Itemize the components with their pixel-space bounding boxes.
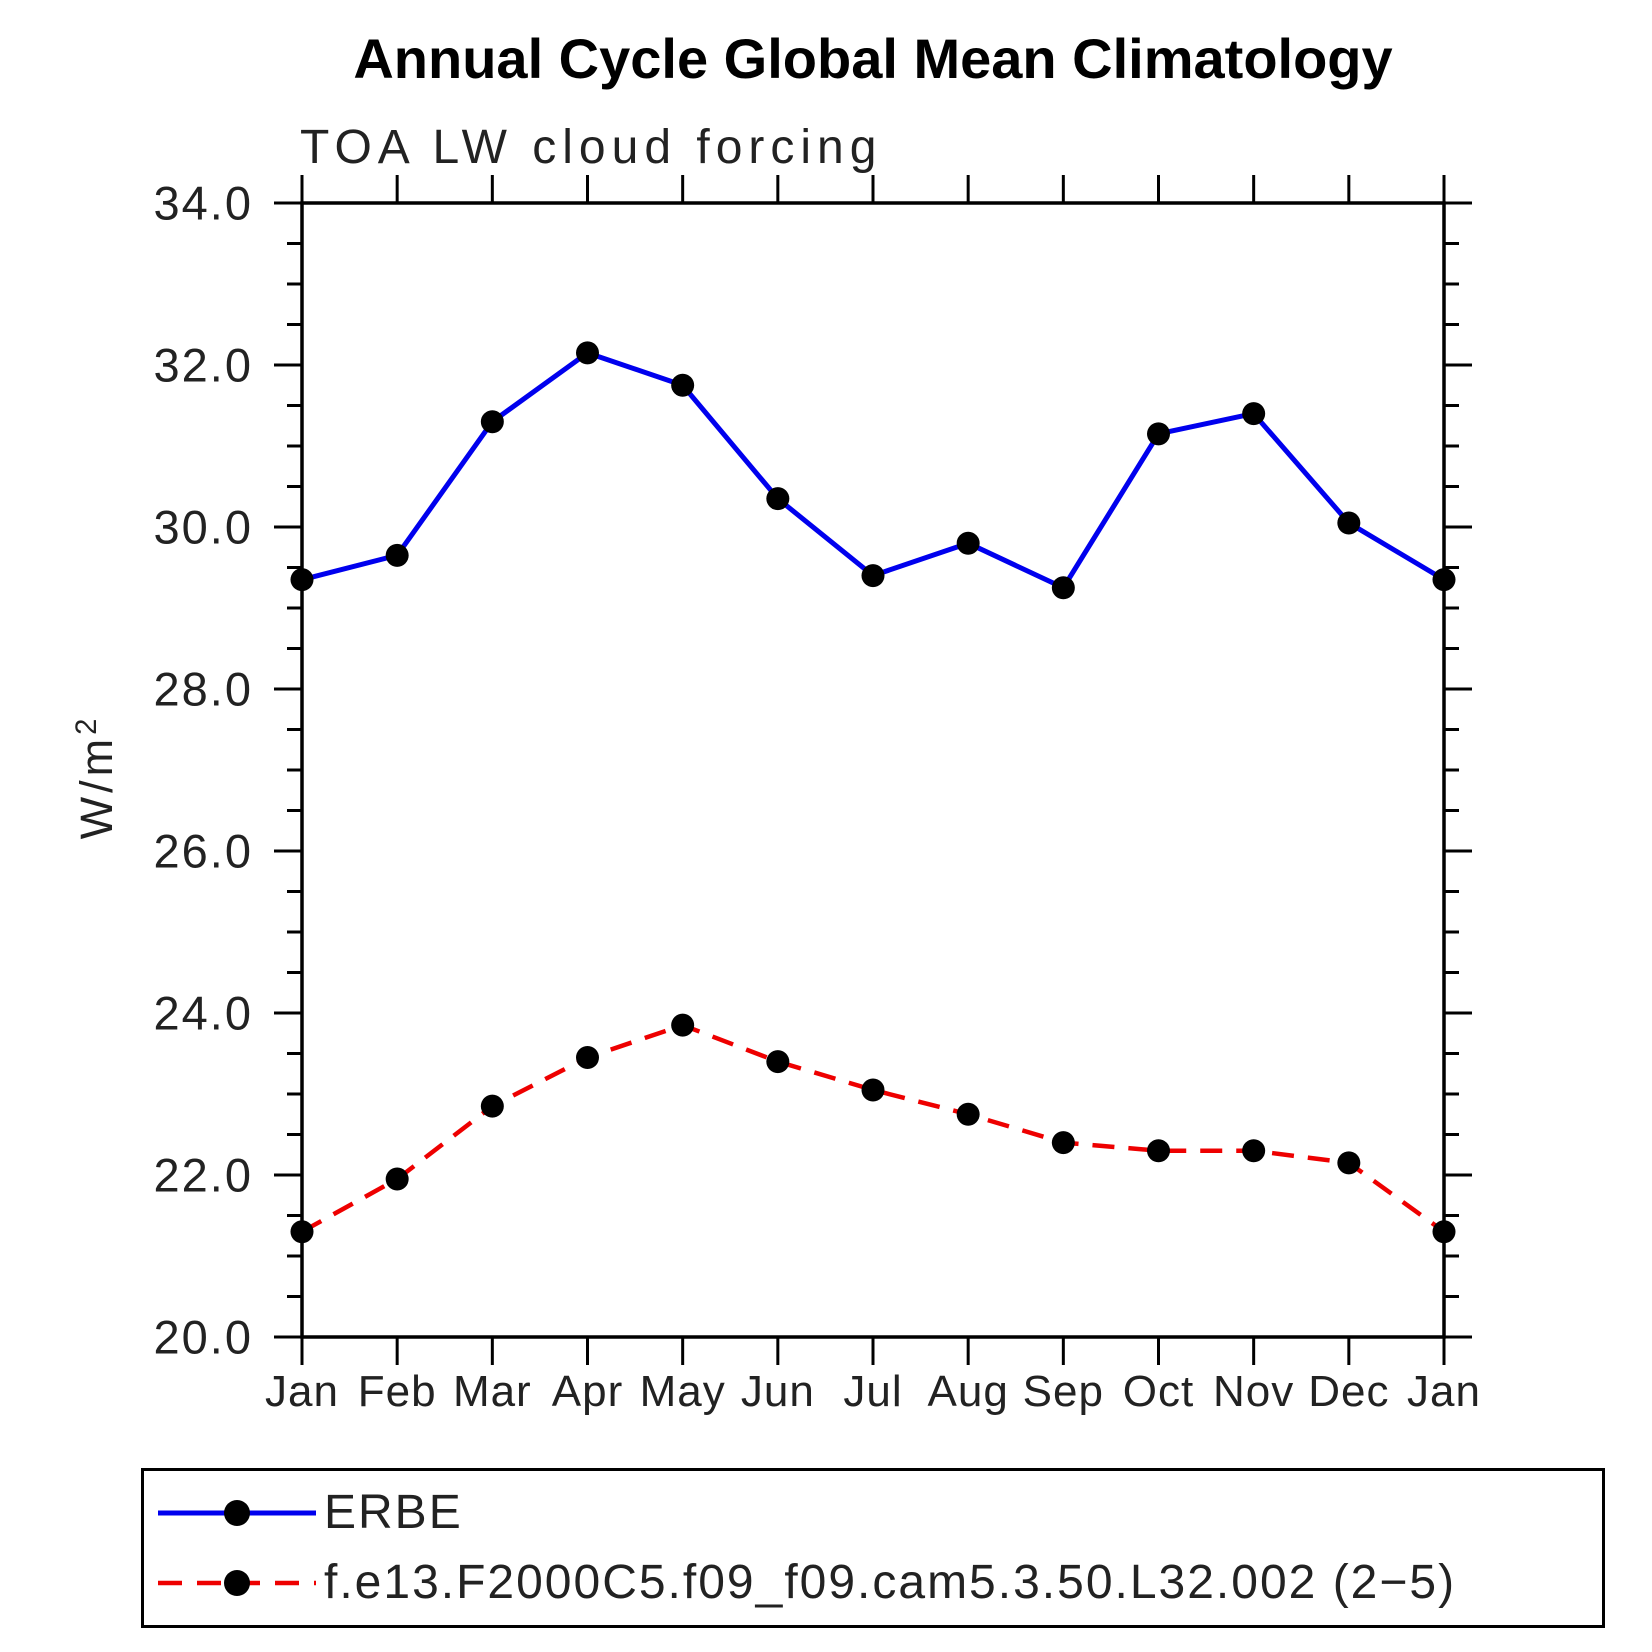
y-tick-label: 24.0 bbox=[154, 986, 253, 1039]
data-point-marker bbox=[480, 1094, 504, 1118]
data-point-marker bbox=[766, 487, 790, 511]
data-point-marker bbox=[1432, 568, 1456, 592]
data-point-marker bbox=[290, 1220, 314, 1244]
data-point-marker bbox=[1051, 576, 1075, 600]
data-point-marker bbox=[1147, 1139, 1170, 1163]
y-tick-label: 28.0 bbox=[154, 662, 253, 715]
y-tick-label: 20.0 bbox=[154, 1310, 253, 1363]
data-point-marker bbox=[956, 1102, 980, 1126]
legend-row-erbe: ERBE bbox=[154, 1485, 1602, 1541]
legend-swatch-marker bbox=[224, 1500, 250, 1526]
x-tick-label: Feb bbox=[358, 1367, 437, 1416]
x-tick-label: Jan bbox=[265, 1367, 339, 1416]
data-point-marker bbox=[576, 1046, 599, 1070]
x-tick-label: Sep bbox=[1023, 1367, 1104, 1416]
x-tick-label: Apr bbox=[552, 1367, 623, 1416]
plot-frame bbox=[300, 201, 1446, 1339]
legend-label-model: f.e13.F2000C5.f09_f09.cam5.3.50.L32.002 … bbox=[324, 1556, 1457, 1609]
y-axis-ticks: 20.0 22.0 24.0 26.0 28.0 30.0 32.0 34.0 bbox=[154, 176, 1472, 1363]
data-point-marker bbox=[766, 1050, 790, 1074]
legend-swatch-solid-line bbox=[158, 1500, 316, 1526]
legend-box: ERBE f.e13.F2000C5.f09_f09.cam5.3.50.L32… bbox=[141, 1468, 1605, 1628]
data-point-marker bbox=[956, 531, 980, 555]
x-tick-label: Mar bbox=[453, 1367, 532, 1416]
data-point-marker bbox=[290, 568, 314, 592]
data-point-marker bbox=[480, 410, 504, 434]
legend-label-erbe: ERBE bbox=[324, 1486, 463, 1539]
data-point-marker bbox=[576, 341, 599, 365]
x-tick-label: Jun bbox=[741, 1367, 815, 1416]
legend-row-model: f.e13.F2000C5.f09_f09.cam5.3.50.L32.002 … bbox=[154, 1555, 1602, 1611]
data-point-marker bbox=[671, 373, 695, 397]
x-tick-label: Jan bbox=[1407, 1367, 1481, 1416]
y-tick-label: 32.0 bbox=[154, 338, 253, 391]
x-tick-label: Dec bbox=[1308, 1367, 1389, 1416]
y-tick-label: 34.0 bbox=[154, 176, 253, 229]
data-point-marker bbox=[1147, 422, 1170, 446]
legend-swatch-dashed-line bbox=[158, 1570, 316, 1596]
series-erbe bbox=[290, 341, 1456, 600]
legend-swatch-marker bbox=[224, 1570, 250, 1596]
x-tick-label: May bbox=[640, 1367, 726, 1416]
data-point-marker bbox=[861, 1078, 885, 1102]
y-tick-label: 22.0 bbox=[154, 1148, 253, 1201]
data-point-marker bbox=[1432, 1220, 1456, 1244]
y-tick-label: 26.0 bbox=[154, 824, 253, 877]
series-model bbox=[290, 1013, 1456, 1244]
x-tick-label: Nov bbox=[1213, 1367, 1294, 1416]
chart-title: Annual Cycle Global Mean Climatology bbox=[353, 27, 1393, 90]
data-point-marker bbox=[1242, 1139, 1266, 1163]
y-tick-label: 30.0 bbox=[154, 500, 253, 553]
data-point-marker bbox=[861, 564, 885, 588]
x-tick-label: Aug bbox=[928, 1367, 1009, 1416]
data-point-marker bbox=[385, 1167, 409, 1191]
series-line bbox=[300, 1022, 1446, 1234]
chart-subtitle: TOA LW cloud forcing bbox=[300, 121, 883, 174]
x-tick-label: Oct bbox=[1123, 1367, 1194, 1416]
data-point-marker bbox=[671, 1013, 695, 1037]
data-point-marker bbox=[385, 543, 409, 567]
x-axis-ticks: Jan Feb Mar Apr May Jun Jul Aug Sep Oct Nov Dec Jan bbox=[265, 175, 1481, 1416]
data-point-marker bbox=[1051, 1131, 1075, 1155]
x-tick-label: Jul bbox=[843, 1367, 902, 1416]
data-point-marker bbox=[1337, 1151, 1361, 1175]
data-point-marker bbox=[1337, 511, 1361, 535]
data-point-marker bbox=[1242, 402, 1266, 426]
series-line bbox=[301, 350, 1446, 591]
